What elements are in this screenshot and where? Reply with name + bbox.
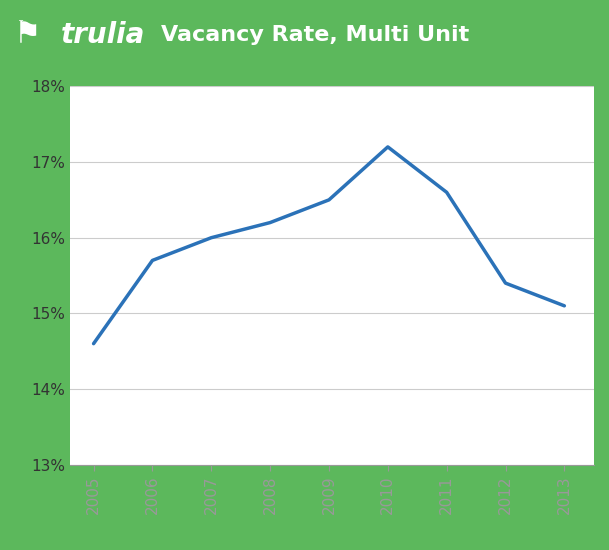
Text: ⚑: ⚑ xyxy=(14,20,41,50)
Text: trulia: trulia xyxy=(61,21,146,49)
Text: Vacancy Rate, Multi Unit: Vacancy Rate, Multi Unit xyxy=(161,25,470,45)
